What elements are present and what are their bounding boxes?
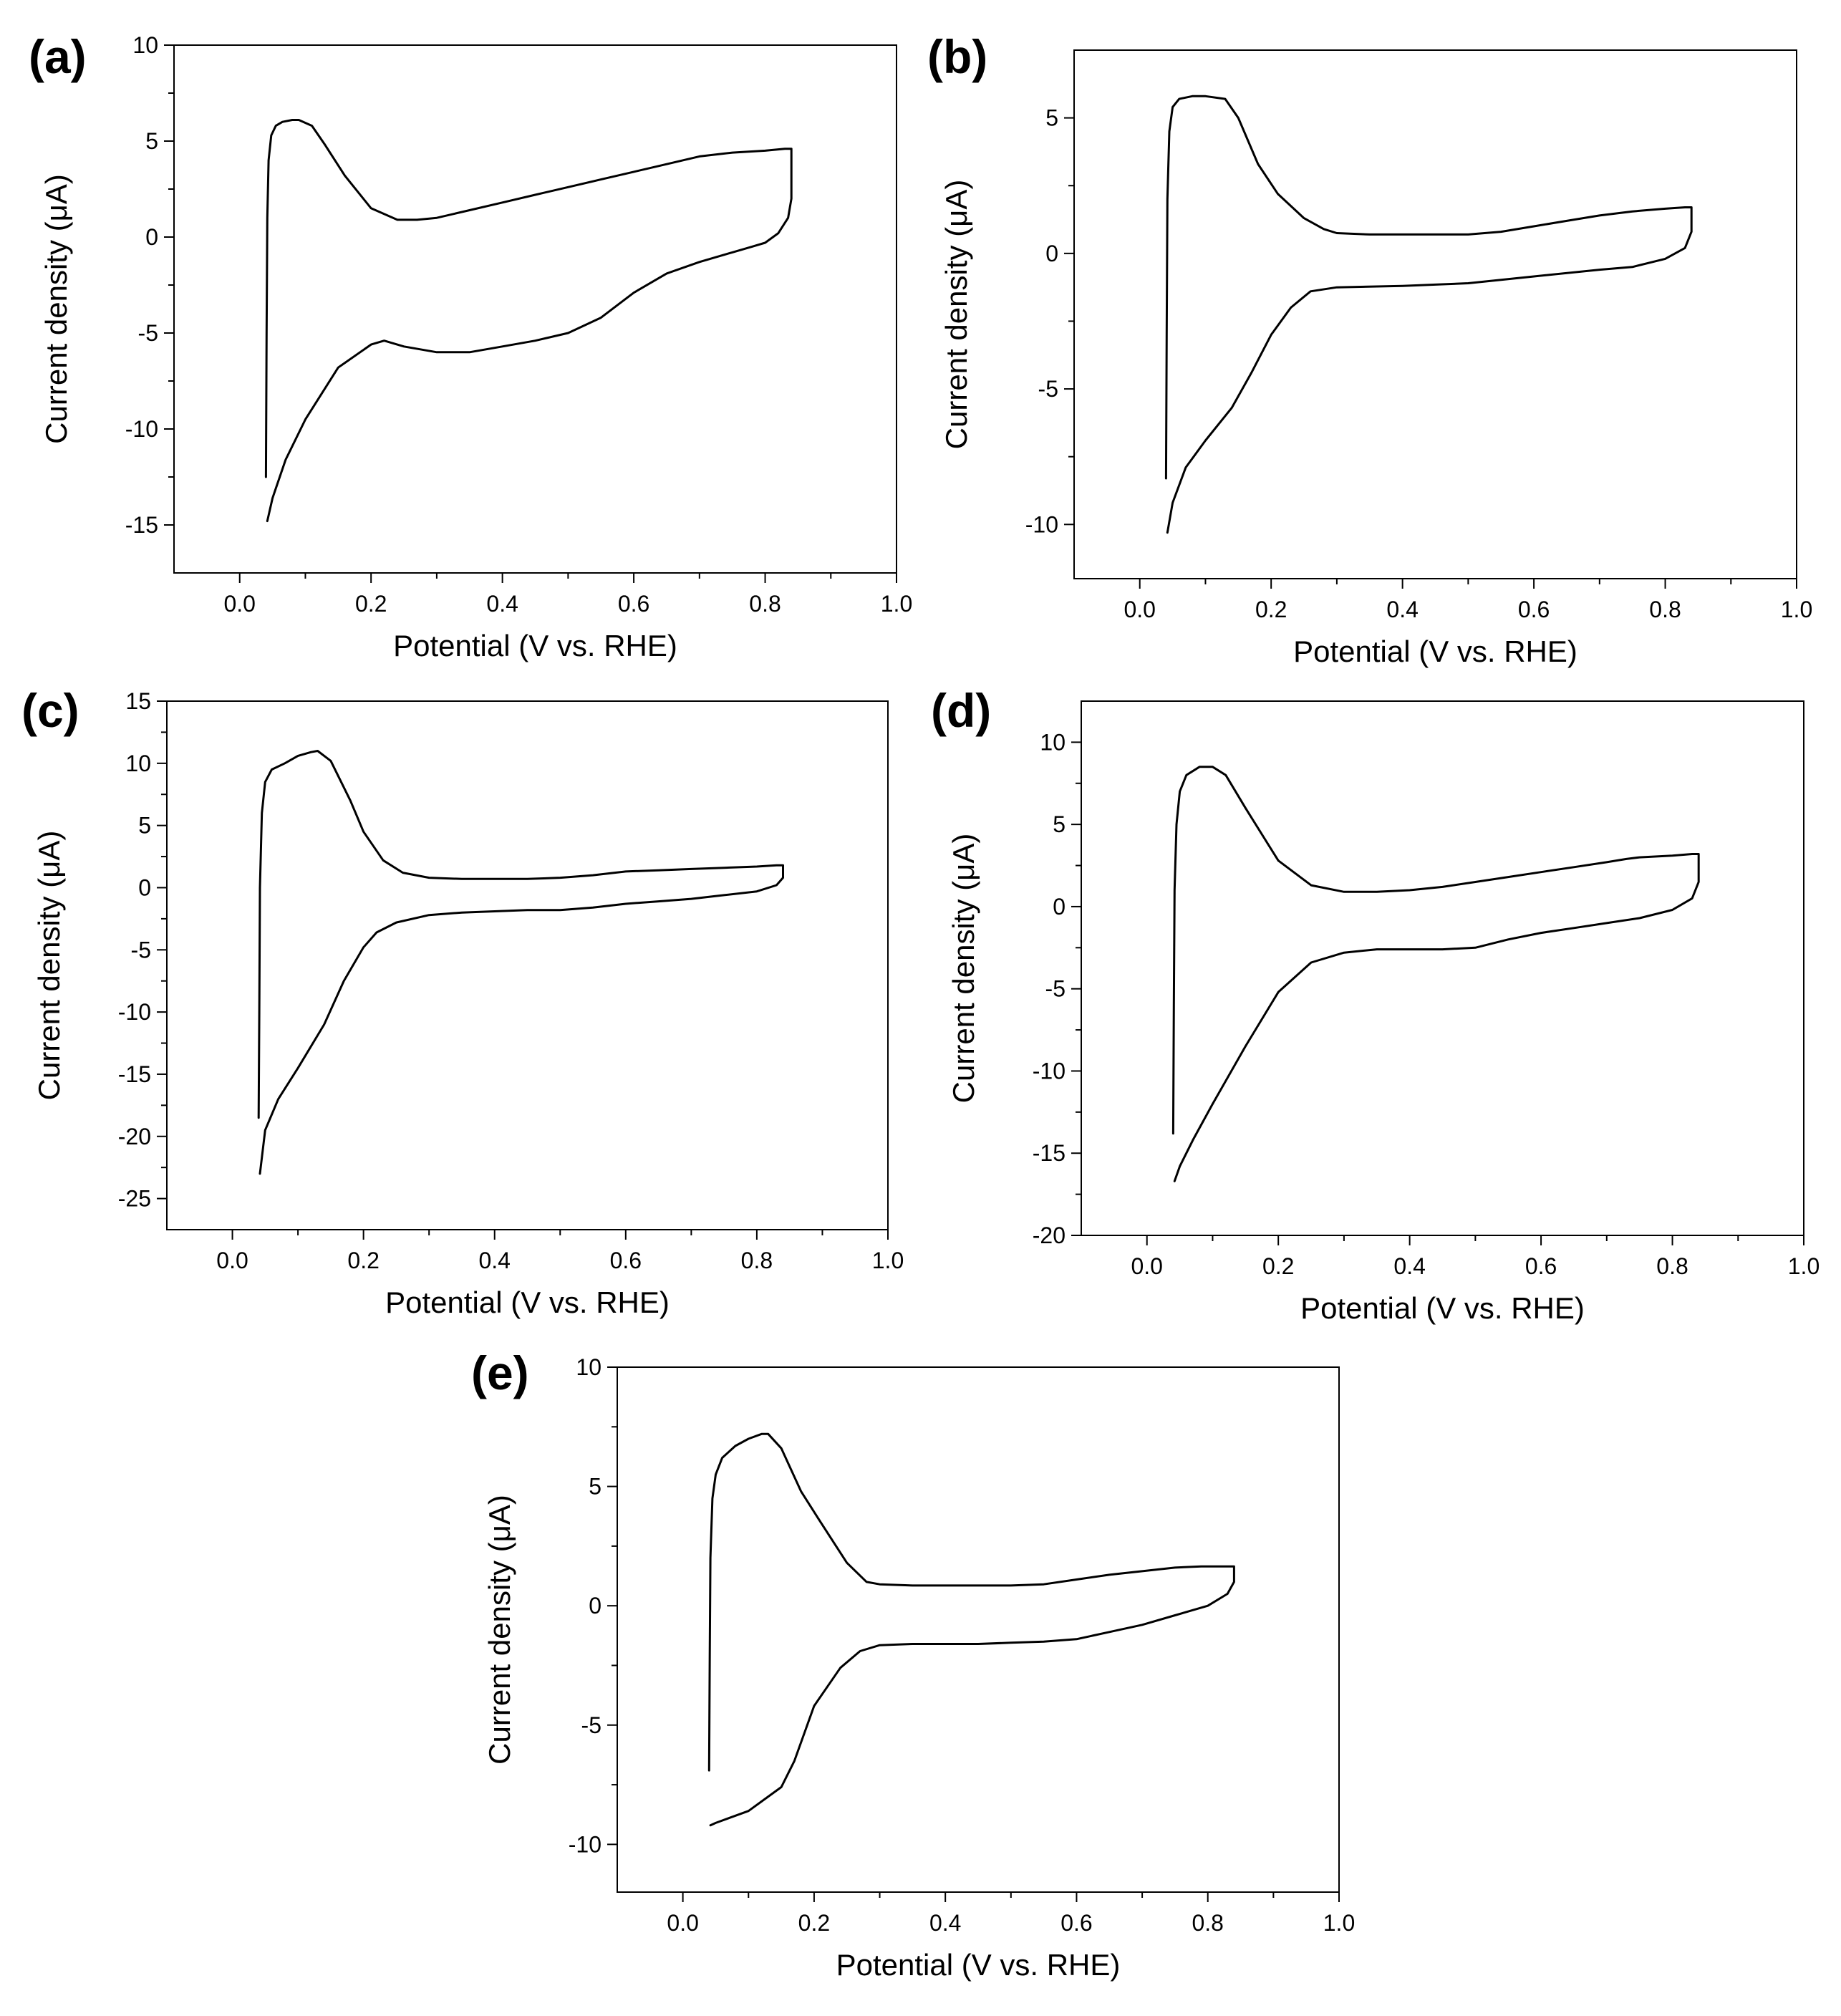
panel-label: (d) [931, 684, 991, 737]
x-axis-title: Potential (V vs. RHE) [1293, 635, 1577, 668]
x-axis-title: Potential (V vs. RHE) [393, 629, 677, 662]
y-tick-label: -10 [569, 1831, 601, 1857]
y-tick-label: 15 [125, 688, 151, 714]
y-tick-label: -5 [581, 1712, 601, 1738]
x-tick-label: 1.0 [1788, 1253, 1820, 1279]
x-tick-label: 0.6 [1518, 597, 1550, 622]
y-tick-label: -5 [131, 937, 151, 963]
y-tick-label: 0 [589, 1593, 601, 1619]
plot-frame [1081, 700, 1804, 1236]
x-tick-label: 0.6 [610, 1248, 642, 1273]
y-tick-label: 5 [589, 1474, 601, 1500]
chart-panel: 0.0 0.2 0.4 0.6 0.8 1.0 -10 -5 0 5 Potential (V vs… [927, 30, 1812, 668]
x-tick-label: 0.4 [1393, 1253, 1425, 1279]
x-tick-label: 0.6 [618, 591, 649, 617]
cv-curve [1164, 95, 1693, 534]
plot-frame [617, 1366, 1340, 1893]
panel-label: (c) [21, 684, 79, 737]
x-tick-label: 0.2 [798, 1910, 830, 1936]
plot-frame [173, 44, 897, 574]
y-tick-label: 10 [576, 1354, 601, 1380]
x-tick-label: 0.6 [1525, 1253, 1557, 1279]
cv-curve [1171, 766, 1700, 1182]
y-tick-label: -20 [118, 1124, 151, 1149]
y-tick-label: -10 [125, 416, 158, 442]
y-tick-label: 10 [1040, 729, 1066, 755]
y-tick-label: 5 [138, 813, 151, 839]
cv-curve [264, 119, 793, 523]
panel-label: (a) [29, 30, 87, 83]
y-tick-label: -15 [1033, 1140, 1066, 1166]
x-tick-label: 0.0 [223, 591, 255, 617]
x-tick-label: 0.2 [1255, 597, 1287, 622]
x-tick-label: 0.4 [486, 591, 518, 617]
y-tick-label: -5 [1038, 376, 1058, 402]
x-tick-label: 0.8 [1656, 1253, 1688, 1279]
chart-panel: 0.0 0.2 0.4 0.6 0.8 1.0 -15 -10 -5 0 5 10 Potential … [29, 30, 912, 662]
x-tick-label: 0.0 [216, 1248, 248, 1273]
y-tick-label: -15 [118, 1061, 151, 1087]
x-tick-label: 1.0 [872, 1248, 904, 1273]
x-tick-label: 1.0 [881, 591, 912, 617]
y-tick-label: 0 [138, 874, 151, 900]
y-tick-label: 10 [125, 751, 151, 776]
x-tick-label: 0.8 [749, 591, 781, 617]
plot-frame [1073, 49, 1797, 579]
x-tick-label: 0.6 [1060, 1910, 1092, 1936]
y-axis-title: Current density (μA) [947, 834, 980, 1104]
cv-curve [257, 750, 784, 1175]
x-tick-label: 0.0 [667, 1910, 698, 1936]
chart-panel: 0.0 0.2 0.4 0.6 0.8 1.0 -10 -5 0 5 10 Potential (V … [471, 1346, 1355, 1982]
y-axis-title: Current density (μA) [939, 180, 973, 450]
y-tick-label: -25 [118, 1186, 151, 1212]
x-tick-label: 0.2 [1262, 1253, 1294, 1279]
x-tick-label: 0.0 [1131, 1253, 1162, 1279]
chart-panel: 0.0 0.2 0.4 0.6 0.8 1.0 -20 -15 -10 -5 0 5 10 Potenti… [931, 684, 1820, 1325]
x-tick-label: 0.8 [1192, 1910, 1223, 1936]
x-tick-label: 0.4 [929, 1910, 961, 1936]
x-tick-label: 0.0 [1124, 597, 1155, 622]
x-axis-title: Potential (V vs. RHE) [385, 1286, 670, 1319]
chart-panel: 0.0 0.2 0.4 0.6 0.8 1.0 -25 -20 -15 -10 -5 0 5 10 15 Po… [21, 684, 904, 1319]
x-tick-label: 0.4 [1386, 597, 1418, 622]
y-tick-label: -15 [125, 512, 158, 538]
x-tick-label: 0.2 [347, 1248, 379, 1273]
y-tick-label: 5 [1053, 811, 1066, 837]
plot-frame [166, 700, 889, 1230]
y-axis-title: Current density (μA) [39, 174, 73, 444]
x-tick-label: 0.8 [741, 1248, 773, 1273]
y-tick-label: 0 [145, 224, 158, 250]
y-tick-label: -10 [1033, 1058, 1066, 1084]
x-tick-label: 0.8 [1649, 597, 1681, 622]
x-axis-title: Potential (V vs. RHE) [1300, 1291, 1585, 1325]
x-tick-label: 0.2 [355, 591, 387, 617]
y-tick-label: 0 [1053, 894, 1066, 920]
x-tick-label: 1.0 [1781, 597, 1812, 622]
x-axis-title: Potential (V vs. RHE) [836, 1948, 1121, 1982]
y-tick-label: 5 [145, 128, 158, 154]
panel-label: (b) [927, 30, 987, 83]
x-tick-label: 0.4 [478, 1248, 510, 1273]
y-axis-title: Current density (μA) [483, 1495, 516, 1765]
panel-label: (e) [471, 1346, 529, 1399]
y-axis-title: Current density (μA) [32, 831, 66, 1101]
y-tick-label: -10 [1025, 511, 1058, 537]
y-tick-label: -5 [1045, 976, 1066, 1002]
y-tick-label: 10 [132, 32, 158, 58]
y-tick-label: -20 [1033, 1222, 1066, 1248]
y-tick-label: -5 [138, 320, 158, 346]
y-tick-label: 0 [1045, 241, 1058, 266]
cv-curve [707, 1432, 1235, 1827]
y-tick-label: -10 [118, 999, 151, 1025]
y-tick-label: 5 [1045, 105, 1058, 131]
x-tick-label: 1.0 [1323, 1910, 1355, 1936]
